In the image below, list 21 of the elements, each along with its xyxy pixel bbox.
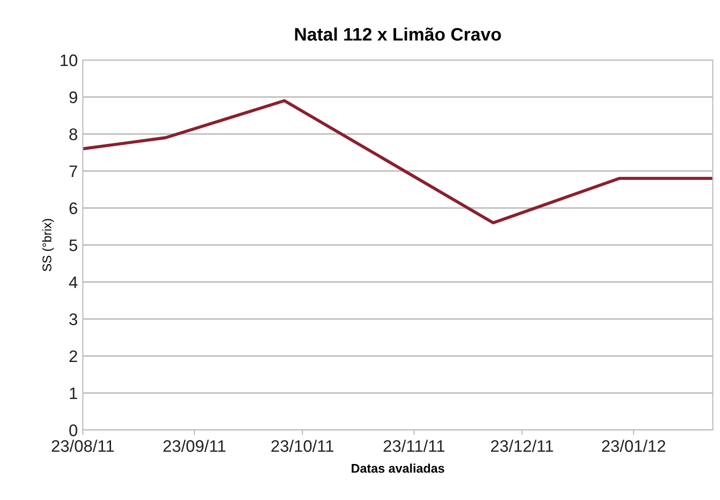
y-tick-label: 6 <box>70 202 78 214</box>
y-tick-label: 7 <box>70 166 78 178</box>
y-tick-label: 1 <box>70 388 78 400</box>
x-axis-title: Datas avaliadas <box>352 464 444 473</box>
y-tick-label: 2 <box>70 350 78 362</box>
x-tick-label: 23/10/11 <box>271 440 334 452</box>
x-tick-label: 23/01/12 <box>602 440 666 452</box>
y-tick-label: 0 <box>69 424 78 436</box>
x-tick-label: 23/12/11 <box>491 440 554 452</box>
y-tick-label: 8 <box>69 128 78 140</box>
y-tick-label: 4 <box>69 276 78 288</box>
y-tick-label: 3 <box>69 313 78 326</box>
y-tick-label: 5 <box>69 240 78 252</box>
y-axis-title: SS (°brix) <box>42 218 54 272</box>
chart-title: Natal 112 x Limão Cravo <box>295 27 501 41</box>
x-tick-label: 23/09/11 <box>163 440 226 452</box>
y-tick-label: 10 <box>60 54 78 66</box>
x-tick-label: 23/11/11 <box>384 440 444 452</box>
line-series <box>82 99 713 224</box>
x-tick-label: 23/08/11 <box>52 440 114 452</box>
y-tick-label: 9 <box>69 91 78 104</box>
